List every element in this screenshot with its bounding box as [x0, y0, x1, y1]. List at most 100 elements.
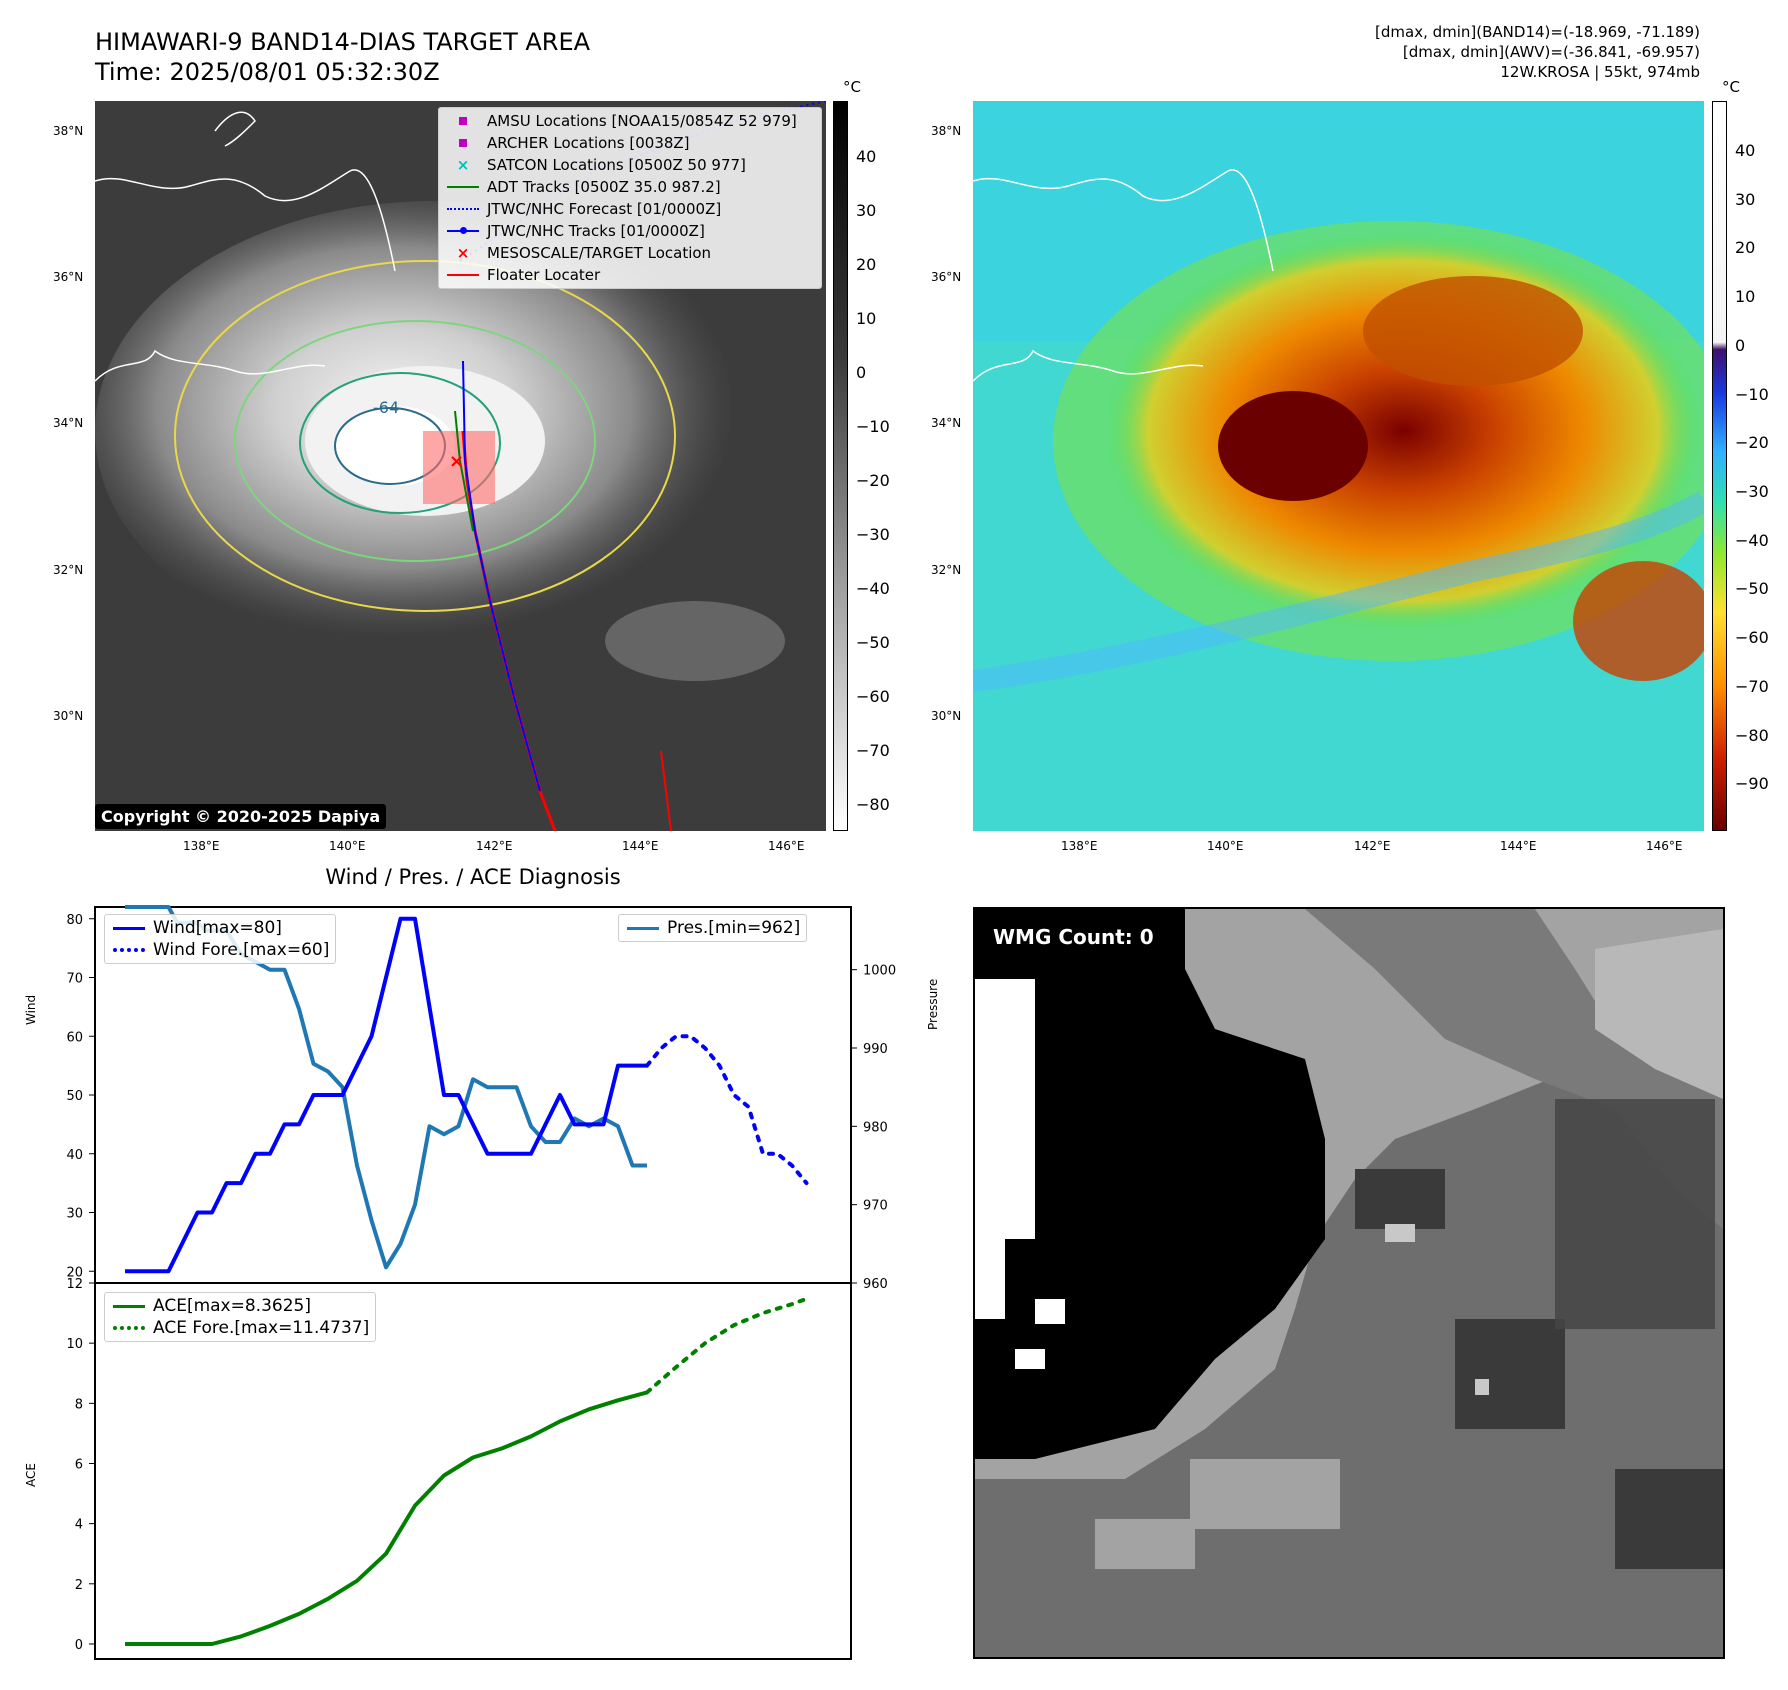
line-marker-icon	[445, 186, 481, 188]
pressure-tick-label: 970	[863, 1199, 888, 1214]
cb-tick: 10	[856, 309, 877, 328]
lon-label: 138°E	[1061, 839, 1098, 853]
colorbar-wv-unit: °C	[1722, 78, 1740, 96]
legend-item-tracks: JTWC/NHC Tracks [01/0000Z]	[439, 220, 821, 242]
lon-label: 146°E	[768, 839, 805, 853]
colorbar-wv-ticks: 40 30 20 10 0 −10 −20 −30 −40 −50 −60 −7…	[1735, 101, 1775, 831]
page-title: HIMAWARI-9 BAND14-DIAS TARGET AREA	[95, 28, 591, 56]
legend-item-archer: ARCHER Locations [0038Z]	[439, 132, 821, 154]
line-dot-icon	[445, 227, 481, 234]
wind-series-line	[125, 916, 647, 1274]
wmg-panel[interactable]: WMG Count: 0	[973, 907, 1725, 1659]
colorbar-ir	[833, 101, 848, 831]
wind-tick-label: 20	[66, 1265, 83, 1280]
legend-label: ARCHER Locations [0038Z]	[487, 134, 690, 152]
legend-item-forecast: JTWC/NHC Forecast [01/0000Z]	[439, 198, 821, 220]
x-marker-icon: ×	[456, 156, 470, 174]
cb-tick: −20	[1735, 433, 1769, 452]
lon-label: 142°E	[476, 839, 513, 853]
ace-series-line	[125, 1390, 648, 1646]
lon-label: 144°E	[622, 839, 659, 853]
legend-label: Floater Locater	[487, 266, 601, 284]
wind-tick-label: 30	[66, 1207, 83, 1222]
pressure-tick-group: 1000 990 980 970 960	[851, 964, 896, 1292]
line-marker-icon	[111, 926, 147, 930]
map-legend: AMSU Locations [NOAA15/0854Z 52 979] ARC…	[438, 107, 822, 289]
legend-label: Wind Fore.[max=60]	[153, 940, 330, 960]
line-marker-icon	[625, 926, 661, 930]
legend-label: MESOSCALE/TARGET Location	[487, 244, 712, 262]
ir-map-panel[interactable]: -64 × 38°N 36°N 34°N 32°N 30°N 138°E 140…	[53, 101, 826, 853]
cb-tick: 20	[1735, 238, 1756, 257]
cb-tick: −80	[856, 795, 890, 814]
legend-label: ACE[max=8.3625]	[153, 1296, 311, 1316]
cb-tick: −50	[856, 633, 890, 652]
lat-label: 32°N	[53, 563, 84, 577]
lon-label: 138°E	[183, 839, 220, 853]
pressure-tick-label: 980	[863, 1120, 888, 1135]
info-storm-status: 12W.KROSA | 55kt, 974mb	[1500, 63, 1700, 81]
x-marker-icon: ×	[456, 244, 470, 262]
cb-tick: −40	[856, 579, 890, 598]
lon-label: 146°E	[1646, 839, 1683, 853]
cb-tick: 10	[1735, 287, 1756, 306]
lat-label: 32°N	[931, 563, 962, 577]
lat-label: 34°N	[931, 416, 962, 430]
legend-item-ace-fore: ACE Fore.[max=11.4737]	[105, 1317, 375, 1339]
colorbar-wv	[1712, 101, 1727, 831]
ace-legend: ACE[max=8.3625] ACE Fore.[max=11.4737]	[104, 1292, 377, 1342]
info-awv-range: [dmax, dmin](AWV)=(-36.841, -69.957)	[1402, 43, 1700, 61]
lon-label: 140°E	[1207, 839, 1244, 853]
lat-label: 36°N	[931, 270, 962, 284]
lon-label: 144°E	[1500, 839, 1537, 853]
cb-tick: −20	[856, 471, 890, 490]
legend-item-amsu: AMSU Locations [NOAA15/0854Z 52 979]	[439, 110, 821, 132]
cb-tick: 20	[856, 255, 877, 274]
lat-label: 36°N	[53, 270, 84, 284]
legend-label: SATCON Locations [0500Z 50 977]	[487, 156, 746, 174]
cb-tick: −50	[1735, 579, 1769, 598]
pressure-tick-label: 1000	[863, 964, 896, 979]
wv-map-panel[interactable]: 38°N 36°N 34°N 32°N 30°N 138°E 140°E 142…	[931, 101, 1704, 853]
line-marker-icon	[445, 274, 481, 276]
cb-tick: −60	[856, 687, 890, 706]
legend-item-pressure: Pres.[min=962]	[619, 917, 806, 939]
lat-label: 38°N	[53, 124, 84, 138]
cb-tick: −10	[1735, 385, 1769, 404]
wind-tick-group: 80 70 60 50 40 30 20	[66, 913, 95, 1280]
legend-label: ADT Tracks [0500Z 35.0 987.2]	[487, 178, 721, 196]
cb-tick: 0	[1735, 336, 1746, 355]
wind-forecast-series-line	[645, 1034, 809, 1186]
square-marker-icon	[445, 139, 481, 147]
wind-tick-label: 50	[66, 1089, 83, 1104]
lat-label: 38°N	[931, 124, 962, 138]
ace-tick-label: 4	[75, 1518, 83, 1533]
cb-tick: −30	[1735, 482, 1769, 501]
copyright-badge: Copyright © 2020-2025 Dapiya	[95, 804, 387, 829]
lat-label: 34°N	[53, 416, 84, 430]
ace-tick-label: 2	[75, 1578, 83, 1593]
pressure-tick-label: 990	[863, 1042, 888, 1057]
cb-tick: −80	[1735, 726, 1769, 745]
series-layer	[125, 905, 809, 1646]
lon-label: 140°E	[329, 839, 366, 853]
legend-item-wind: Wind[max=80]	[105, 917, 335, 939]
wind-legend: Wind[max=80] Wind Fore.[max=60]	[104, 914, 337, 964]
dotted-line-icon	[111, 948, 147, 952]
colorbar-ir-ticks: 40 30 20 10 0 −10 −20 −30 −40 −50 −60 −7…	[856, 101, 896, 831]
ace-axes-frame	[94, 1282, 852, 1660]
dotted-line-icon	[445, 208, 481, 210]
wind-tick-label: 80	[66, 913, 83, 928]
info-band14-range: [dmax, dmin](BAND14)=(-18.969, -71.189)	[1375, 23, 1700, 41]
legend-label: JTWC/NHC Forecast [01/0000Z]	[487, 200, 722, 218]
cb-tick: 30	[1735, 190, 1756, 209]
legend-label: Pres.[min=962]	[667, 918, 801, 938]
ace-tick-label: 8	[75, 1397, 83, 1412]
lat-label: 30°N	[53, 709, 84, 723]
cb-tick: 30	[856, 201, 877, 220]
wmg-count-label: WMG Count: 0	[993, 925, 1154, 949]
page-timestamp: Time: 2025/08/01 05:32:30Z	[95, 58, 440, 86]
cb-tick: −40	[1735, 531, 1769, 550]
cb-tick: −10	[856, 417, 890, 436]
cb-tick: −70	[1735, 677, 1769, 696]
